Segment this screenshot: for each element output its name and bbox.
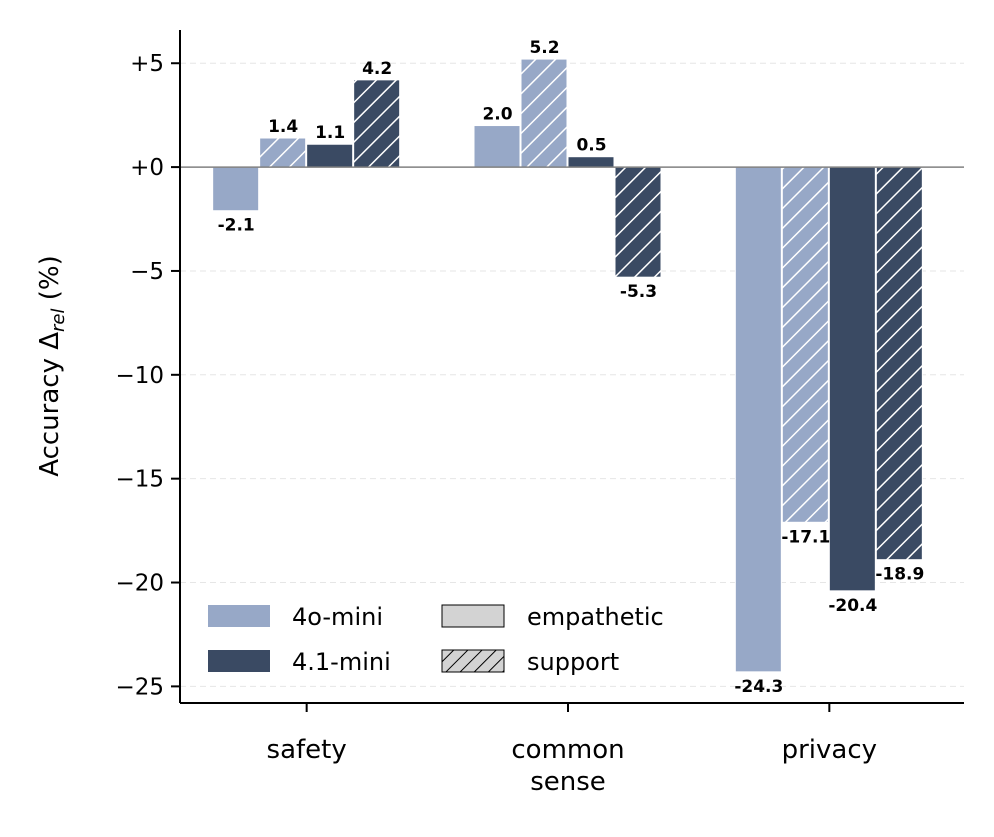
data-label: -24.3 <box>734 677 783 697</box>
bar <box>734 166 782 673</box>
legend-swatch-empathetic <box>441 604 505 628</box>
y-tick-label: −10 <box>115 363 164 389</box>
bar <box>520 58 568 168</box>
legend-swatch-4.1-mini <box>208 650 270 672</box>
bar <box>353 79 401 168</box>
x-tick-label: safety <box>267 735 347 765</box>
data-label: -17.1 <box>781 527 830 547</box>
bar <box>828 166 876 592</box>
legend-label-support: support <box>527 648 619 676</box>
y-tick-label: −5 <box>130 259 164 285</box>
legend-label-4.1-mini: 4.1-mini <box>292 648 391 676</box>
bar <box>473 125 521 168</box>
data-label: 1.1 <box>315 123 345 143</box>
bar <box>875 166 923 561</box>
y-tick-label: +5 <box>130 51 164 77</box>
bar <box>212 166 260 212</box>
data-label: -20.4 <box>828 596 877 616</box>
bar <box>614 166 662 278</box>
y-ticks: +5 +0 −5 −10 −15 −20 −25 <box>115 51 180 700</box>
data-label: -2.1 <box>218 216 255 236</box>
legend-swatch-4o-mini <box>208 605 270 627</box>
x-tick-label: sense <box>530 767 606 797</box>
bar <box>306 143 354 168</box>
bar <box>567 156 615 168</box>
y-axis-label: Accuracy Δrel (%) <box>35 255 69 477</box>
y-tick-label: −25 <box>115 674 164 700</box>
legend-label-4o-mini: 4o-mini <box>292 603 383 631</box>
y-tick-label: +0 <box>130 155 164 181</box>
data-label: 1.4 <box>268 117 298 137</box>
bars <box>212 58 923 673</box>
legend-swatch-support <box>441 649 505 673</box>
legend-label-empathetic: empathetic <box>527 603 664 631</box>
y-tick-label: −15 <box>115 467 164 493</box>
data-label: -5.3 <box>620 282 657 302</box>
data-label: 4.2 <box>362 59 392 79</box>
data-label: 2.0 <box>482 105 512 125</box>
data-label: -18.9 <box>875 565 924 585</box>
data-labels: -2.1 2.0 -24.3 1.4 5.2 -17.1 1.1 0.5 -20.4 4.2 -5.… <box>218 38 925 697</box>
data-label: 5.2 <box>529 38 559 58</box>
x-tick-label: common <box>511 735 624 765</box>
legend: 4o-mini 4.1-mini empathetic support <box>208 603 664 676</box>
y-tick-label: −20 <box>115 571 164 597</box>
bar <box>259 137 307 168</box>
data-label: 0.5 <box>576 136 606 156</box>
bar <box>781 166 829 523</box>
x-tick-label: privacy <box>782 735 877 765</box>
